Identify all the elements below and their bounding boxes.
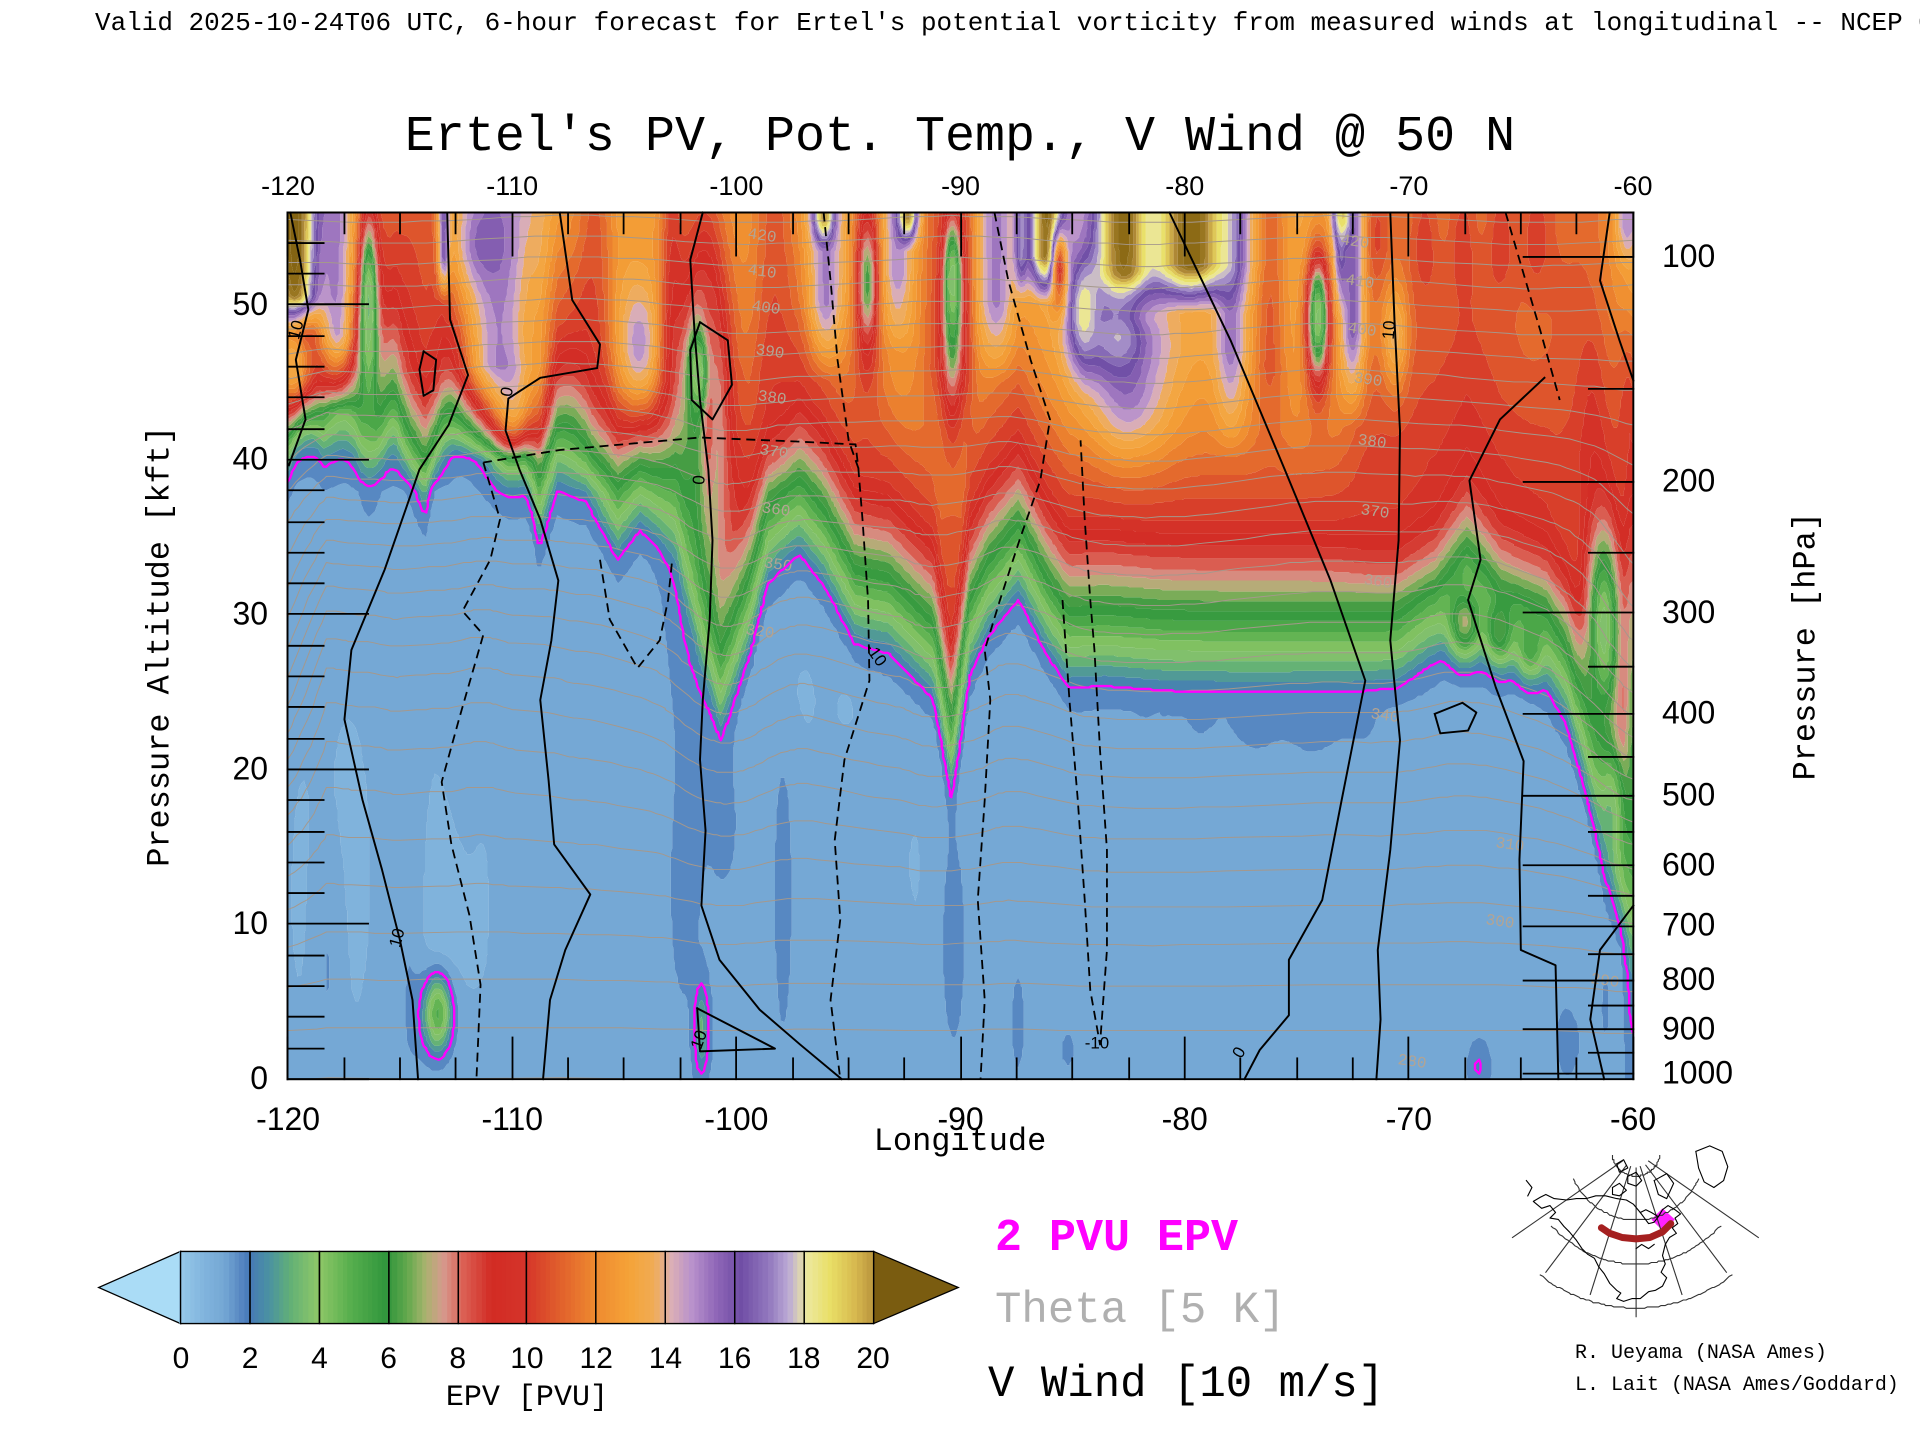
svg-text:-100: -100 [709,171,763,201]
svg-text:380: 380 [1357,431,1388,453]
svg-text:-90: -90 [941,171,980,201]
svg-text:R. Ueyama (NASA Ames): R. Ueyama (NASA Ames) [1575,1342,1827,1365]
svg-text:1000: 1000 [1662,1054,1733,1090]
svg-text:390: 390 [1352,369,1383,391]
svg-text:14: 14 [649,1342,682,1375]
svg-text:Pressure Altitude [kft]: Pressure Altitude [kft] [141,426,178,867]
svg-text:-60: -60 [1610,1101,1656,1137]
svg-text:500: 500 [1662,777,1715,813]
svg-text:-70: -70 [1389,171,1428,201]
svg-text:-90: -90 [937,1101,983,1137]
svg-text:370: 370 [1359,501,1390,523]
svg-text:370: 370 [758,441,789,463]
svg-text:Longitude: Longitude [874,1123,1046,1160]
svg-text:50: 50 [233,286,269,322]
svg-text:4: 4 [311,1342,328,1375]
svg-text:Theta [5 K]: Theta [5 K] [995,1286,1286,1336]
svg-text:20: 20 [856,1342,889,1375]
svg-text:Pressure [hPa]: Pressure [hPa] [1787,512,1824,780]
svg-text:6: 6 [380,1342,397,1375]
svg-text:420: 420 [747,225,778,247]
svg-text:280: 280 [1397,1051,1428,1073]
svg-text:EPV [PVU]: EPV [PVU] [446,1381,608,1415]
svg-text:0: 0 [689,474,709,485]
svg-text:10: 10 [233,905,269,941]
svg-text:30: 30 [233,595,269,631]
svg-text:420: 420 [1339,231,1370,253]
svg-text:300: 300 [1662,594,1715,630]
svg-text:100: 100 [1662,238,1715,274]
svg-text:0: 0 [497,385,517,398]
svg-text:16: 16 [718,1342,751,1375]
svg-text:2: 2 [242,1342,259,1375]
svg-text:700: 700 [1662,907,1715,943]
svg-text:360: 360 [760,499,791,521]
svg-text:-80: -80 [1162,1101,1208,1137]
svg-text:310: 310 [1494,834,1525,856]
svg-text:-100: -100 [704,1101,768,1137]
svg-text:390: 390 [754,341,785,363]
svg-text:200: 200 [1662,462,1715,498]
svg-text:400: 400 [750,297,781,319]
svg-text:0: 0 [173,1342,190,1375]
svg-text:-110: -110 [486,171,538,201]
svg-text:350: 350 [762,554,793,576]
svg-text:40: 40 [233,441,269,477]
svg-text:400: 400 [1347,319,1378,341]
svg-text:-120: -120 [261,171,315,201]
svg-text:400: 400 [1662,695,1715,731]
svg-text:V Wind [10 m/s]: V Wind [10 m/s] [988,1360,1384,1410]
svg-text:12: 12 [580,1342,613,1375]
svg-text:10: 10 [510,1342,543,1375]
svg-text:20: 20 [233,750,269,786]
svg-text:8: 8 [449,1342,466,1375]
svg-text:340: 340 [1369,705,1400,727]
svg-text:10: 10 [1379,320,1400,340]
svg-text:410: 410 [747,261,778,283]
svg-text:-80: -80 [1165,171,1204,201]
svg-text:-10: -10 [1085,1033,1109,1052]
svg-text:18: 18 [787,1342,820,1375]
svg-text:-70: -70 [1386,1101,1432,1137]
svg-text:2 PVU EPV: 2 PVU EPV [995,1213,1238,1264]
svg-text:Ertel's PV, Pot. Temp., V Wind: Ertel's PV, Pot. Temp., V Wind @ 50 N [405,109,1515,166]
svg-text:300: 300 [1484,911,1515,933]
svg-text:900: 900 [1662,1010,1715,1046]
svg-text:0: 0 [250,1060,268,1096]
svg-text:10: 10 [385,926,408,949]
svg-text:Valid 2025-10-24T06 UTC, 6-hou: Valid 2025-10-24T06 UTC, 6-hour forecast… [95,8,1920,38]
svg-text:-60: -60 [1614,171,1653,201]
svg-text:600: 600 [1662,846,1715,882]
svg-text:320: 320 [744,621,775,643]
svg-text:380: 380 [757,387,788,409]
svg-text:-120: -120 [256,1101,320,1137]
svg-text:L. Lait (NASA Ames/Goddard): L. Lait (NASA Ames/Goddard) [1575,1374,1899,1397]
svg-text:800: 800 [1662,961,1715,997]
svg-text:360: 360 [1362,571,1393,593]
svg-text:-110: -110 [481,1101,543,1137]
svg-text:410: 410 [1344,271,1375,293]
